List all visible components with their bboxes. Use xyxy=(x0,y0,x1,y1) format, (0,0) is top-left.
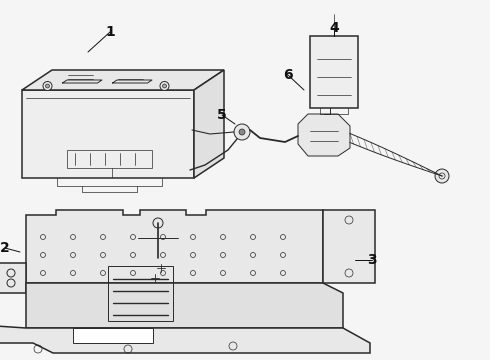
Text: 6: 6 xyxy=(283,68,293,82)
Polygon shape xyxy=(0,326,370,353)
Circle shape xyxy=(435,169,449,183)
Text: 4: 4 xyxy=(329,21,339,35)
Text: 3: 3 xyxy=(367,253,377,267)
Circle shape xyxy=(163,84,167,88)
Circle shape xyxy=(239,129,245,135)
Polygon shape xyxy=(26,283,343,328)
Polygon shape xyxy=(73,328,153,343)
Circle shape xyxy=(234,124,250,140)
Polygon shape xyxy=(298,114,350,156)
Polygon shape xyxy=(22,90,194,178)
Polygon shape xyxy=(0,263,26,293)
Circle shape xyxy=(153,218,163,228)
Circle shape xyxy=(46,84,49,88)
Bar xyxy=(108,266,173,321)
Text: 1: 1 xyxy=(105,25,115,39)
Polygon shape xyxy=(26,210,323,283)
Text: 2: 2 xyxy=(0,241,10,255)
Bar xyxy=(323,210,375,283)
Text: 5: 5 xyxy=(217,108,227,122)
Polygon shape xyxy=(22,70,224,90)
Circle shape xyxy=(43,81,52,90)
Circle shape xyxy=(160,81,169,90)
Bar xyxy=(310,36,358,108)
Polygon shape xyxy=(194,70,224,178)
Bar xyxy=(67,150,152,168)
